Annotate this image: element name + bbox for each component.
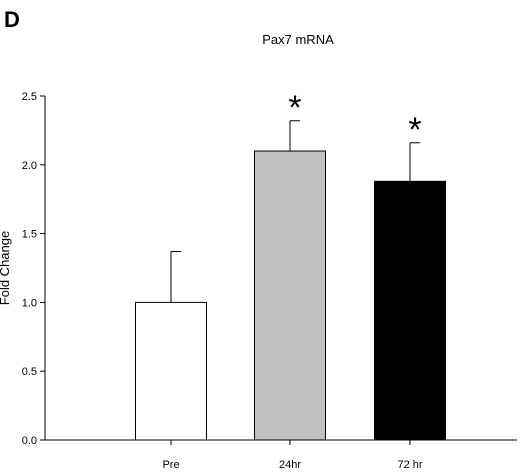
y-tick-label: 0.0 <box>22 435 37 447</box>
chart-title: Pax7 mRNA <box>262 32 334 47</box>
y-axis-label: Fold Change <box>0 231 12 305</box>
significance-marker: * <box>408 111 421 149</box>
plot-area: 0.0 0.5 1.0 1.5 2.0 2.5 Pre 24hr * 72 hr * <box>22 89 517 471</box>
x-tick-label: Pre <box>162 459 179 471</box>
y-tick-label: 1.5 <box>22 229 37 241</box>
y-tick-label: 1.0 <box>22 297 37 309</box>
panel-label: D <box>4 7 20 32</box>
x-tick-label: 72 hr <box>397 459 422 471</box>
significance-marker: * <box>288 89 301 127</box>
bar-1 <box>135 301 207 441</box>
y-tick-label: 2.5 <box>22 91 37 103</box>
y-tick-label: 0.5 <box>22 366 37 378</box>
x-tick-label: 24hr <box>279 459 301 471</box>
bar-3 <box>374 180 446 441</box>
bar-2 <box>254 150 326 441</box>
y-tick-label: 2.0 <box>22 160 37 172</box>
